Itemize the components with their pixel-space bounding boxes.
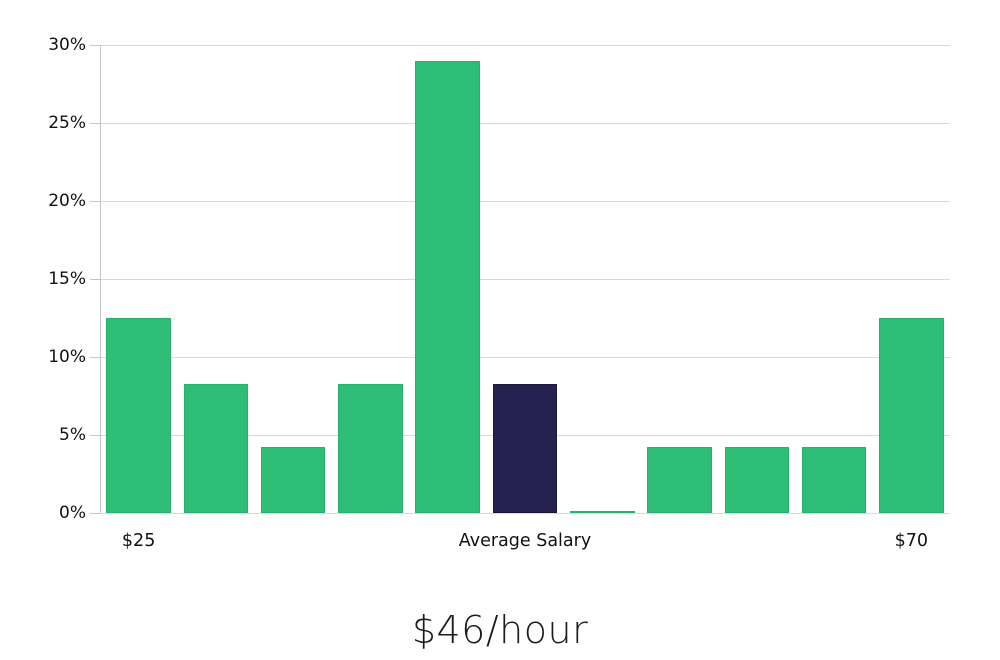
gridline-15 bbox=[100, 279, 950, 280]
y-tick-label: 5% bbox=[59, 425, 86, 445]
gridline-0 bbox=[100, 513, 950, 514]
bar bbox=[338, 383, 403, 513]
y-tick-label: 20% bbox=[48, 191, 86, 211]
gridline-25 bbox=[100, 123, 950, 124]
gridline-10 bbox=[100, 357, 950, 358]
bar bbox=[570, 510, 635, 513]
y-tick-label: 0% bbox=[59, 503, 86, 523]
y-axis-tick bbox=[90, 279, 100, 280]
gridline-20 bbox=[100, 201, 950, 202]
y-axis-tick bbox=[90, 357, 100, 358]
bar bbox=[801, 447, 867, 513]
bar bbox=[415, 60, 480, 513]
x-tick-label: $70 bbox=[894, 531, 929, 551]
x-tick-label: Average Salary bbox=[458, 531, 592, 551]
y-axis-tick bbox=[90, 435, 100, 436]
y-tick-label: 15% bbox=[48, 269, 86, 289]
bar bbox=[106, 318, 171, 513]
y-axis-tick bbox=[90, 123, 100, 124]
gridline-30 bbox=[100, 45, 950, 46]
bar bbox=[260, 447, 326, 513]
y-tick-label: 25% bbox=[48, 113, 86, 133]
bar bbox=[647, 447, 712, 513]
y-axis-spine bbox=[100, 45, 101, 513]
y-axis-tick bbox=[90, 201, 100, 202]
bar bbox=[879, 318, 944, 513]
bar-highlight-average-salary bbox=[492, 383, 558, 513]
y-tick-label: 10% bbox=[48, 347, 86, 367]
x-tick-label: $25 bbox=[121, 531, 156, 551]
bar bbox=[724, 447, 790, 513]
y-tick-label: 30% bbox=[48, 35, 86, 55]
chart-title: $46/hour bbox=[411, 608, 589, 652]
bar bbox=[183, 383, 249, 513]
y-axis-tick bbox=[90, 513, 100, 514]
y-axis-tick bbox=[90, 45, 100, 46]
